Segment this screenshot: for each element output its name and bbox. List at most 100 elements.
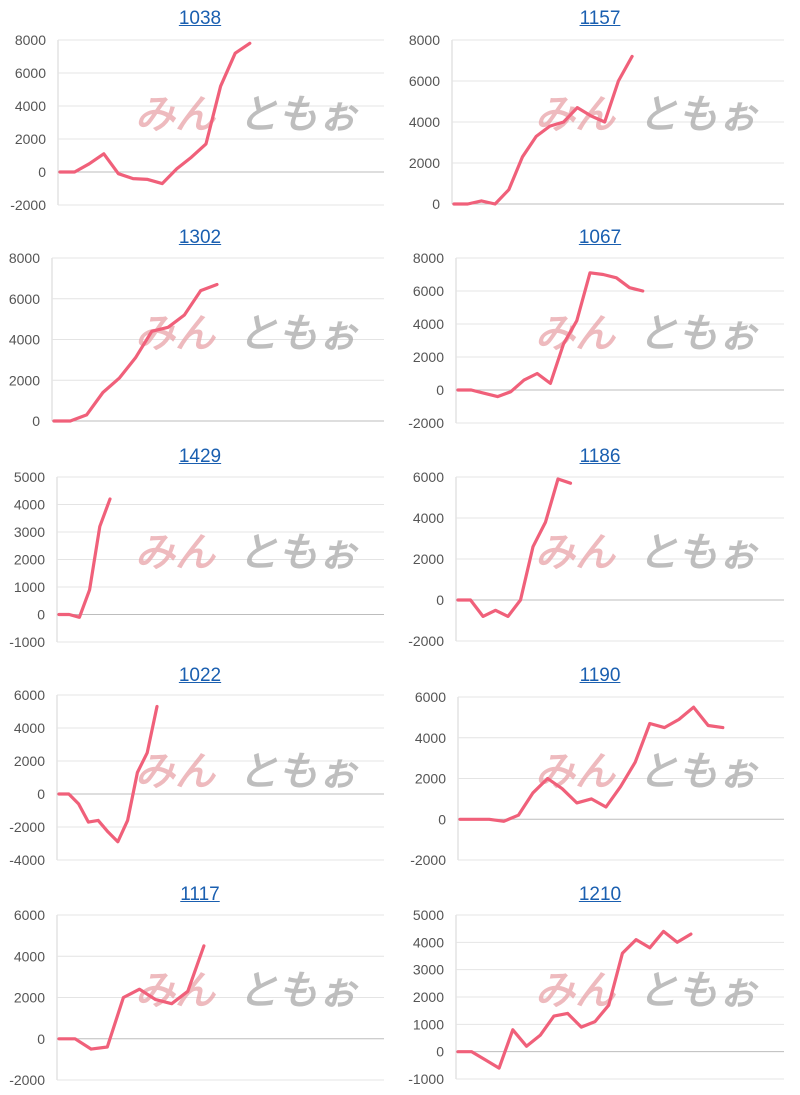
chart-panel-1117: 1117 -2000 0 2000 4000 6000 みん ともぉ [0,876,400,1095]
watermark-right-text: ともぉ [638,968,759,1014]
y-tick-label: 2000 [14,753,45,769]
watermark-logo: みん ともぉ [135,530,359,576]
y-tick-label: 6000 [413,283,444,299]
y-tick-label: 2000 [14,552,45,568]
y-tick-label: 6000 [14,907,45,923]
chart-panel-1429: 1429 -1000 0 1000 2000 3000 4000 5000 みん ともぉ [0,438,400,657]
y-tick-label: 8000 [15,32,46,48]
y-tick-label: 4000 [15,98,46,114]
chart-title-link[interactable]: 1038 [178,8,222,29]
y-tick-label: 0 [32,413,40,429]
series-line [57,944,206,1051]
watermark-left-text: みん [535,749,617,795]
y-tick-label: 2000 [14,990,45,1006]
series-line [456,929,693,1070]
line-chart: -2000 0 2000 4000 6000 みん ともぉ [408,469,784,649]
y-tick-label: 1000 [14,579,45,595]
y-tick-label: 8000 [413,250,444,266]
watermark-right-text: ともぉ [238,968,359,1014]
y-tick-label: 6000 [15,65,46,81]
y-tick-label: 2000 [413,989,444,1005]
watermark-logo: みん ともぉ [135,968,359,1014]
watermark-right-text: ともぉ [638,749,759,795]
chart-panel-1067: 1067 -2000 0 2000 4000 6000 8000 みん ともぉ [400,219,800,438]
y-tick-label: 6000 [415,689,446,705]
chart-title-link[interactable]: 1302 [178,227,222,248]
watermark-right-text: ともぉ [238,530,359,576]
y-tick-label: -2000 [408,415,444,431]
chart-panel-1157: 1157 0 2000 4000 6000 8000 みん ともぉ [400,0,800,219]
watermark-logo: みん ともぉ [135,749,359,795]
watermark-right-text: ともぉ [638,530,759,576]
chart-panel-1302: 1302 0 2000 4000 6000 8000 みん ともぉ [0,219,400,438]
y-tick-label: 2000 [415,771,446,787]
y-tick-label: 6000 [9,291,40,307]
y-tick-label: 2000 [413,551,444,567]
y-tick-label: 4000 [14,497,45,513]
watermark-right-text: ともぉ [238,92,359,138]
chart-panel-1022: 1022 -4000 -2000 0 2000 4000 6000 みん ともぉ [0,657,400,876]
watermark-logo: みん ともぉ [535,968,759,1014]
watermark-logo: みん ともぉ [535,92,759,138]
y-tick-label: 1000 [413,1016,444,1032]
y-tick-label: -1000 [9,634,45,650]
series-line [58,41,252,186]
y-tick-label: 0 [436,382,444,398]
chart-panel-1210: 1210 -1000 0 1000 2000 3000 4000 5000 みん ともぉ [400,876,800,1095]
watermark-left-text: みん [135,530,217,576]
chart-title-link[interactable]: 1117 [180,884,220,905]
line-chart: 0 2000 4000 6000 8000 みん ともぉ [409,32,784,212]
y-tick-label: 6000 [409,73,440,89]
y-tick-label: 4000 [413,316,444,332]
y-tick-label: 4000 [409,114,440,130]
series-line [57,704,159,844]
y-tick-label: 0 [436,1044,444,1060]
chart-title-link[interactable]: 1186 [579,446,621,467]
chart-title-link[interactable]: 1429 [178,446,222,467]
line-chart: -2000 0 2000 4000 6000 みん ともぉ [9,907,384,1088]
chart-title-link[interactable]: 1022 [178,665,222,686]
y-tick-label: 8000 [9,250,40,266]
line-chart: -4000 -2000 0 2000 4000 6000 みん ともぉ [9,687,384,868]
series-line [57,497,112,619]
line-chart: -2000 0 2000 4000 6000 みん ともぉ [410,689,784,868]
y-tick-label: 0 [37,1031,45,1047]
y-tick-label: -1000 [408,1071,444,1087]
watermark-right-text: ともぉ [238,311,359,357]
y-tick-label: -2000 [410,852,446,868]
chart-panel-1038: 1038 -2000 0 2000 4000 6000 8000 みん ともぉ [0,0,400,219]
y-tick-label: 6000 [14,687,45,703]
line-chart: -2000 0 2000 4000 6000 8000 みん ともぉ [408,250,784,431]
watermark-logo: みん ともぉ [135,311,359,357]
y-tick-label: 6000 [413,469,444,485]
y-tick-label: 0 [438,811,446,827]
line-chart: -1000 0 1000 2000 3000 4000 5000 みん ともぉ [9,469,384,650]
series-line [52,282,219,423]
y-tick-label: 5000 [14,469,45,485]
y-tick-label: 5000 [413,907,444,923]
watermark-right-text: ともぉ [638,92,759,138]
chart-title-link[interactable]: 1157 [579,8,621,29]
watermark-left-text: みん [535,92,617,138]
y-tick-label: 2000 [409,155,440,171]
series-line [456,477,573,618]
y-tick-label: 0 [38,164,46,180]
line-chart: -1000 0 1000 2000 3000 4000 5000 みん ともぉ [408,907,784,1087]
y-tick-label: 4000 [415,730,446,746]
watermark-logo: みん ともぉ [535,311,759,357]
y-tick-label: -2000 [408,633,444,649]
watermark-left-text: みん [135,968,217,1014]
chart-title-link[interactable]: 1210 [578,884,622,905]
watermark-logo: みん ともぉ [535,749,759,795]
y-tick-label: 3000 [14,524,45,540]
watermark-right-text: ともぉ [238,749,359,795]
series-line [452,54,634,206]
chart-title-link[interactable]: 1190 [579,665,621,686]
y-tick-label: 2000 [9,372,40,388]
y-tick-label: 0 [37,607,45,623]
y-tick-label: 4000 [9,332,40,348]
chart-panel-1186: 1186 -2000 0 2000 4000 6000 みん ともぉ [400,438,800,657]
series-line [458,705,725,823]
chart-title-link[interactable]: 1067 [578,227,622,248]
y-tick-label: -2000 [10,197,46,213]
